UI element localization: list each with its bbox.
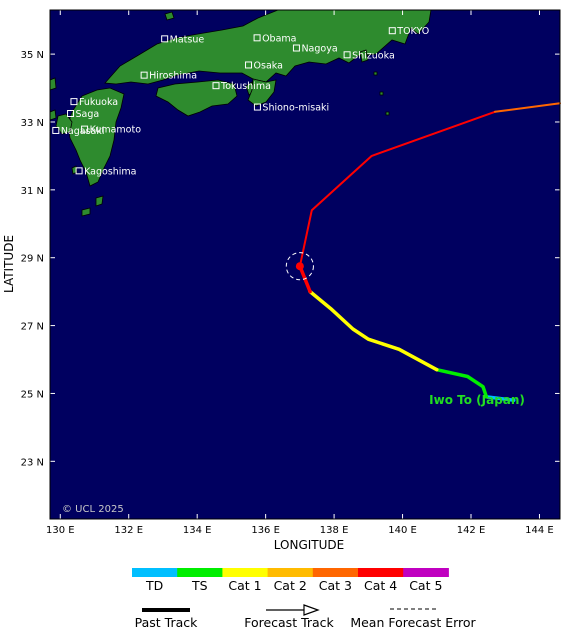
city-marker-icon — [70, 98, 78, 106]
lon-tick-label: 130 E — [46, 525, 75, 536]
tsushima-island — [49, 77, 57, 91]
line-legend: Past Track Forecast Track Mean Forecast … — [135, 604, 477, 630]
izu-island-3 — [385, 111, 390, 116]
past-track-label: Past Track — [135, 615, 198, 630]
kyushu-island — [67, 87, 125, 187]
legend-category-label: Cat 4 — [364, 578, 397, 593]
lat-tick-label: 25 N — [21, 389, 44, 400]
city-marker-icon — [343, 51, 351, 59]
city-label: Osaka — [254, 60, 283, 71]
city-label: Shizuoka — [352, 50, 395, 61]
legend-category-label: Cat 2 — [274, 578, 307, 593]
city-marker-icon — [245, 61, 253, 69]
city-marker-icon — [253, 34, 261, 42]
lon-tick-label: 136 E — [251, 525, 280, 536]
yakushima-island — [81, 207, 91, 217]
legend-swatch — [222, 568, 269, 577]
track-segment — [494, 102, 561, 113]
city-marker-icon — [212, 82, 220, 90]
latitude-ticks: 23 N 25 N 27 N 29 N 31 N 33 N 35 N — [21, 50, 560, 468]
current-position-marker — [295, 262, 304, 271]
tanegashima-island — [95, 195, 104, 207]
iwo-to-label: Iwo To (Japan) — [429, 393, 525, 407]
lat-tick-label: 23 N — [21, 457, 44, 468]
goto-islands — [49, 109, 57, 121]
legend-swatch — [403, 568, 449, 577]
city-marker-icon — [161, 35, 169, 43]
track-segment — [435, 367, 489, 399]
city-marker-icon — [81, 125, 89, 133]
legend-swatch — [132, 568, 178, 577]
city-marker-icon — [388, 27, 396, 35]
category-legend: TD TS Cat 1 Cat 2 Cat 3 Cat 4 Cat 5 — [132, 568, 449, 593]
legend-swatch — [267, 568, 314, 577]
lat-tick-label: 31 N — [21, 186, 44, 197]
city-label: Shiono-misaki — [262, 103, 329, 114]
track-segment — [484, 395, 516, 402]
kii-peninsula — [247, 78, 277, 107]
lon-tick-label: 140 E — [388, 525, 417, 536]
y-axis-title: LATITUDE — [2, 235, 16, 293]
longitude-ticks: 130 E 132 E 134 E 136 E 138 E 140 E 142 E 144 E — [46, 10, 554, 536]
legend-category-label: Cat 5 — [409, 578, 442, 593]
city-marker-icon — [52, 126, 60, 134]
legend-category-label: TD — [145, 578, 163, 593]
lon-tick-label: 144 E — [525, 525, 554, 536]
lat-tick-label: 35 N — [21, 50, 44, 61]
track-segment — [298, 110, 496, 268]
city-marker-icon — [292, 44, 300, 52]
lon-tick-label: 142 E — [457, 525, 486, 536]
city-label: Nagoya — [301, 44, 337, 55]
copyright-notice: © UCL 2025 — [62, 504, 124, 515]
legend-swatch — [177, 568, 223, 577]
oki-islands — [164, 11, 175, 21]
forecast-track-label: Forecast Track — [244, 615, 334, 630]
city-label: Obama — [262, 33, 296, 44]
city-marker-icon — [140, 71, 148, 79]
legend-swatch — [312, 568, 359, 577]
city-label: Nagasaki — [61, 126, 105, 137]
legend-swatch — [358, 568, 404, 577]
city-label: Saga — [76, 109, 100, 120]
lat-tick-label: 33 N — [21, 118, 44, 129]
nagasaki-peninsula — [55, 113, 73, 135]
legend-category-label: Cat 3 — [319, 578, 352, 593]
izu-island-1 — [373, 71, 378, 76]
city-marker-icon — [75, 167, 83, 175]
forecast-arrow-icon — [303, 604, 320, 616]
izu-peninsula — [359, 49, 369, 63]
honshu-island — [104, 9, 432, 85]
x-axis-title: LONGITUDE — [274, 538, 344, 552]
city-marker-icon — [253, 103, 261, 111]
city-label: Kumamoto — [90, 125, 142, 136]
forecast-error-circle — [285, 252, 314, 281]
city-markers: Matsue Obama Nagoya Shizuoka TOKYO Hiroshima O… — [52, 26, 429, 177]
izu-island-2 — [379, 91, 384, 96]
city-label: Tokushima — [220, 81, 271, 92]
legend-category-label: TS — [191, 578, 208, 593]
lat-tick-label: 29 N — [21, 254, 44, 265]
lon-tick-label: 138 E — [320, 525, 349, 536]
lon-tick-label: 132 E — [114, 525, 143, 536]
city-label: Matsue — [170, 34, 205, 45]
legend-category-label: Cat 1 — [228, 578, 261, 593]
lat-tick-label: 27 N — [21, 322, 44, 333]
storm-track — [285, 102, 561, 402]
track-segment — [308, 289, 439, 372]
mean-error-label: Mean Forecast Error — [350, 615, 476, 630]
city-label: Fukuoka — [79, 97, 118, 108]
map-frame — [49, 9, 561, 520]
city-label: Hiroshima — [149, 71, 197, 82]
ocean-background — [50, 10, 560, 519]
city-marker-icon — [67, 109, 75, 117]
city-label: Kagoshima — [84, 166, 136, 177]
city-label: TOKYO — [396, 26, 429, 37]
lon-tick-label: 134 E — [183, 525, 212, 536]
